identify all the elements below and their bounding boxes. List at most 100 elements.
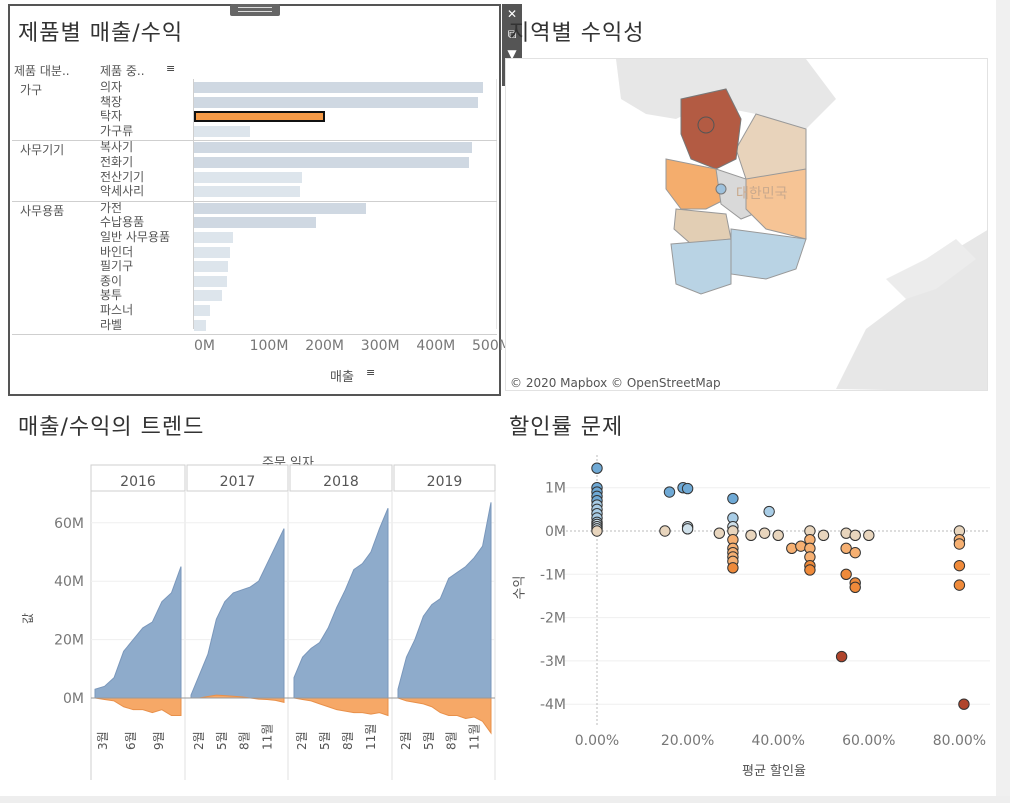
- month-tick: 8월: [445, 731, 459, 750]
- subcategory-label[interactable]: 의자: [100, 80, 123, 94]
- subcategory-label[interactable]: 필기구: [100, 259, 134, 274]
- scatter-point: [772, 529, 784, 542]
- sales-bar[interactable]: [194, 202, 367, 214]
- popout-icon[interactable]: ⧉: [507, 27, 517, 41]
- scatter-point: [804, 564, 816, 576]
- subcategory-label[interactable]: 종이: [100, 273, 123, 288]
- sales-axis-label: 매출: [330, 370, 354, 385]
- scatter-point: [849, 546, 861, 559]
- month-tick: 2월: [295, 731, 309, 750]
- category-label[interactable]: 사무용품: [20, 203, 65, 218]
- subcategory-label[interactable]: 라벨: [100, 317, 123, 332]
- sales-bar[interactable]: [194, 157, 470, 168]
- scatter-point: [849, 581, 861, 593]
- month-tick: 2월: [192, 731, 206, 750]
- subcategory-label[interactable]: 가전: [100, 200, 123, 215]
- subcategory-label[interactable]: 수납용품: [100, 215, 145, 230]
- scatter-point: [958, 698, 970, 710]
- subcategory-label[interactable]: 전화기: [100, 155, 134, 169]
- subcategory-label[interactable]: 복사기: [100, 140, 134, 155]
- scatter-point: [763, 505, 775, 518]
- sales-bar[interactable]: [194, 82, 484, 93]
- subcategory-label[interactable]: 파스너: [100, 303, 134, 317]
- sales-bar[interactable]: [194, 246, 231, 258]
- trend-panel-title: 매출/수익의 트렌드: [18, 415, 205, 440]
- sales-area: [94, 566, 182, 699]
- sales-bar[interactable]: [194, 171, 303, 183]
- vertical-scrollbar[interactable]: [996, 0, 1010, 803]
- month-tick: 11월: [364, 724, 378, 750]
- month-tick: 8월: [341, 731, 355, 750]
- year-header-cell: [289, 464, 393, 492]
- sales-bar[interactable]: [194, 261, 229, 273]
- scatter-point: [663, 486, 676, 498]
- close-icon[interactable]: ✕: [506, 7, 518, 21]
- scatter-point: [835, 650, 848, 663]
- scatter-point: [849, 529, 861, 542]
- bottom-strip: [0, 796, 1010, 803]
- sales-tick-label: 200M: [305, 338, 344, 354]
- map-credit[interactable]: © 2020 Mapbox © OpenStreetMap: [510, 376, 721, 390]
- subcategory-label[interactable]: 탁자: [100, 109, 123, 124]
- discount-scatter: 1M 0M -1M -2M -3M -4M 0.00% 20.00% 40.00% 60.00% 8…: [540, 455, 990, 749]
- subcategory-label[interactable]: 전산기기: [100, 169, 145, 184]
- sales-tick-label: 100M: [249, 338, 289, 354]
- scatter-point: [953, 559, 966, 572]
- scatter-point: [758, 527, 771, 539]
- sort-icon[interactable]: ≡: [166, 62, 176, 75]
- sales-bar[interactable]: [194, 111, 325, 123]
- scatter-point: [727, 562, 739, 574]
- profit-tick: -1M: [540, 567, 566, 583]
- trend-y-tick: 40M: [54, 574, 84, 590]
- subcategory-label[interactable]: 바인더: [100, 244, 134, 259]
- category-separator: [12, 140, 497, 142]
- category-label[interactable]: 사무기기: [20, 143, 65, 158]
- subcategory-label[interactable]: 봉투: [100, 288, 123, 303]
- sales-tick-label: 500M: [472, 338, 511, 354]
- sales-bar[interactable]: [194, 319, 207, 331]
- sort-icon[interactable]: ≡: [366, 366, 376, 379]
- sales-area: [190, 528, 285, 699]
- subcategory-label[interactable]: 일반 사무용품: [100, 230, 171, 244]
- filter-icon[interactable]: ▼: [507, 47, 517, 61]
- sales-bar[interactable]: [194, 305, 210, 316]
- sales-bar[interactable]: [194, 290, 222, 302]
- scatter-point: [659, 525, 671, 537]
- sales-bar[interactable]: [194, 232, 233, 243]
- axis-divider: [193, 79, 194, 329]
- sales-bar[interactable]: [194, 96, 478, 108]
- year-header-label: 2018: [323, 474, 359, 490]
- scatter-point: [863, 529, 875, 542]
- subcategory-label[interactable]: 책장: [100, 94, 123, 109]
- scatter-point: [591, 462, 603, 474]
- category-label[interactable]: 가구: [20, 83, 43, 97]
- scatter-point: [817, 529, 830, 542]
- discount-tick: 0.00%: [575, 733, 619, 749]
- subcategory-label[interactable]: 가구류: [100, 123, 134, 138]
- region-map[interactable]: 대한민국: [505, 58, 988, 391]
- month-tick: 9월: [152, 731, 166, 750]
- scatter-point: [681, 523, 694, 535]
- sales-bar[interactable]: [194, 217, 317, 229]
- sales-bar[interactable]: [194, 125, 250, 137]
- discount-axis-label: 평균 할인율: [742, 764, 806, 779]
- category-column-header[interactable]: 제품 대분..: [14, 64, 70, 78]
- sales-bar[interactable]: [194, 142, 472, 154]
- year-header-label: 2019: [427, 474, 463, 490]
- profit-tick: -3M: [540, 654, 566, 670]
- sales-bar[interactable]: [194, 275, 228, 287]
- region-jeonnam: [670, 238, 732, 295]
- subcategory-label[interactable]: 악세사리: [100, 184, 145, 199]
- region-gyeonggi: [680, 88, 742, 170]
- move-handle[interactable]: [230, 4, 280, 16]
- profit-area: [191, 694, 285, 704]
- trend-chart: 2016 2017 2018 2019 60M 40M 20M 0M 3월 6월 9월 2월 5월 8월 1…: [54, 464, 496, 780]
- profit-tick: -4M: [540, 697, 566, 713]
- month-tick: 5월: [422, 731, 436, 750]
- month-tick: 2월: [399, 731, 413, 750]
- subcategory-column-header[interactable]: 제품 중..: [100, 64, 145, 78]
- sales-bar[interactable]: [194, 186, 300, 198]
- profit-area: [397, 697, 492, 735]
- scatter-point: [713, 527, 726, 539]
- profit-tick: -2M: [540, 611, 566, 627]
